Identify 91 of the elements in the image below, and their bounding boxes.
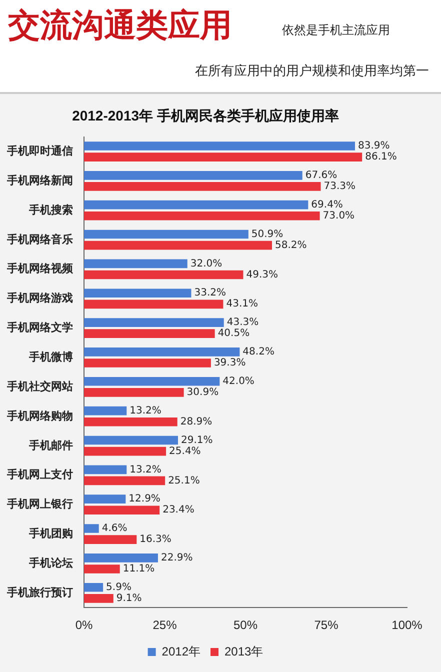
- y-tick-label: 手机搜索: [28, 203, 73, 216]
- data-label: 4.6%: [102, 523, 128, 534]
- text: 在所有应用中的用户规模和使用率均第一: [195, 63, 429, 80]
- bar: [84, 406, 127, 416]
- bar: [84, 300, 224, 309]
- bar: [84, 465, 127, 474]
- data-label: 28.9%: [180, 416, 212, 428]
- bar: [84, 446, 166, 456]
- bar: [84, 329, 215, 338]
- bar: [84, 388, 184, 397]
- y-tick-label: 手机微博: [28, 350, 73, 364]
- x-tick-label: 75%: [314, 618, 339, 632]
- bar: [84, 494, 126, 504]
- data-label: 67.6%: [305, 170, 338, 182]
- data-label: 73.3%: [324, 181, 356, 192]
- data-label: 33.2%: [194, 288, 226, 299]
- y-tick-label: 手机网络文学: [6, 321, 73, 334]
- bar: [84, 582, 104, 592]
- data-label: 83.9%: [358, 140, 390, 152]
- bar: [84, 142, 355, 150]
- x-tick-label: 100%: [392, 618, 423, 632]
- legend-label: 2013年: [224, 644, 264, 658]
- y-tick-label: 手机网络音乐: [6, 232, 73, 246]
- data-label: 49.3%: [246, 269, 278, 280]
- bar: [84, 240, 272, 250]
- bar: [84, 200, 308, 210]
- legend-label: 2012年: [162, 644, 201, 658]
- data-label: 16.3%: [140, 534, 172, 546]
- bar: [84, 564, 120, 574]
- data-label: 39.3%: [214, 358, 246, 369]
- y-tick-label: 手机团购: [28, 527, 73, 540]
- data-label: 12.9%: [128, 494, 160, 505]
- data-label: 30.9%: [186, 387, 219, 398]
- data-label: 50.9%: [251, 228, 284, 240]
- data-label: 48.2%: [242, 346, 274, 358]
- bar: [84, 288, 192, 298]
- bar: [84, 554, 158, 562]
- y-tick-label: 手机网络新闻: [6, 174, 73, 187]
- y-tick-label: 手机网络视频: [6, 262, 74, 276]
- data-label: 58.2%: [274, 240, 307, 251]
- bar: [84, 182, 321, 191]
- data-label: 42.0%: [222, 376, 254, 387]
- data-label: 40.5%: [218, 328, 250, 340]
- data-label: 86.1%: [365, 152, 397, 163]
- text: 依然是手机主流应用: [282, 22, 390, 39]
- bar: [84, 348, 240, 356]
- y-tick-label: 手机邮件: [28, 438, 73, 452]
- bar: [84, 535, 137, 544]
- bar: [84, 524, 99, 533]
- y-tick-label: 手机网上银行: [6, 498, 73, 511]
- data-label: 69.4%: [311, 199, 343, 210]
- y-tick-label: 手机网上支付: [6, 468, 73, 482]
- y-tick-label: 手机网络购物: [6, 409, 73, 422]
- data-label: 32.0%: [190, 258, 222, 270]
- data-label: 25.4%: [169, 446, 201, 457]
- data-label: 73.0%: [322, 210, 355, 222]
- x-tick-label: 0%: [75, 618, 93, 632]
- data-label: 13.2%: [130, 464, 162, 476]
- data-label: 43.1%: [226, 298, 258, 310]
- x-tick-label: 25%: [152, 618, 178, 632]
- text: 交流沟通类应用: [8, 5, 232, 46]
- y-tick-label: 手机社交网站: [6, 380, 73, 393]
- chart-title: 2012-2013年 手机网民各类手机应用使用率: [72, 107, 339, 124]
- bar: [84, 230, 248, 239]
- data-label: 25.1%: [168, 475, 200, 486]
- bar: [84, 417, 178, 426]
- bar: [84, 376, 220, 386]
- y-tick-label: 手机网络游戏: [6, 292, 73, 305]
- data-label: 5.9%: [106, 582, 132, 593]
- data-label: 43.3%: [226, 317, 259, 328]
- bar: [84, 270, 244, 280]
- bar: [84, 318, 224, 327]
- bar: [84, 211, 320, 220]
- bar: [84, 152, 362, 162]
- x-tick-label: 50%: [233, 618, 258, 632]
- bar: [84, 506, 160, 515]
- data-label: 29.1%: [180, 434, 213, 446]
- data-label: 11.1%: [122, 564, 155, 575]
- data-label: 9.1%: [116, 593, 142, 604]
- bar: [84, 476, 166, 486]
- data-label: 22.9%: [160, 552, 193, 564]
- y-tick-label: 手机即时通信: [6, 144, 73, 158]
- data-label: 13.2%: [130, 405, 162, 416]
- y-tick-label: 手机论坛: [28, 556, 73, 570]
- bar: [84, 259, 188, 268]
- y-tick-label: 手机旅行预订: [6, 586, 73, 599]
- data-label: 23.4%: [162, 504, 194, 516]
- bar: [84, 171, 302, 180]
- bar: [84, 436, 178, 445]
- bar: [84, 594, 114, 603]
- bar: [84, 358, 211, 368]
